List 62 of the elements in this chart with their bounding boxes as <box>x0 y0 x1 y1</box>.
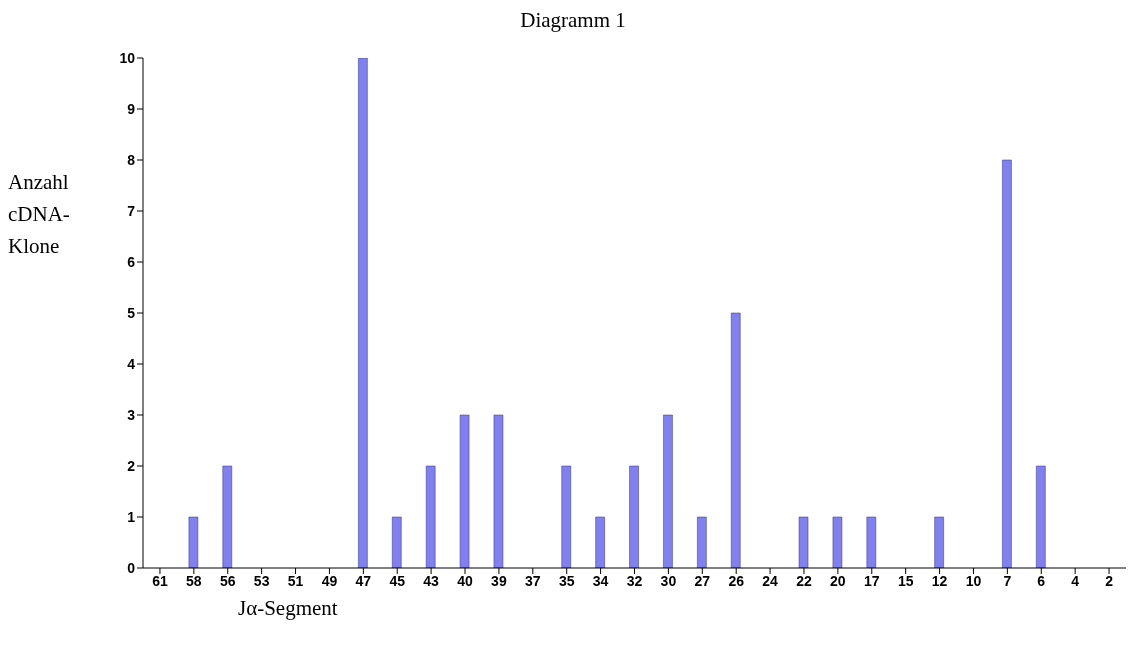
bar <box>595 516 605 568</box>
x-tick-label: 6 <box>1037 572 1046 589</box>
x-tick-label: 7 <box>1003 572 1012 589</box>
bar <box>561 465 572 568</box>
x-tick-label: 56 <box>219 572 236 589</box>
x-tick-label: 10 <box>965 572 982 589</box>
x-tick-label: 49 <box>321 572 338 589</box>
bar <box>1036 465 1046 568</box>
x-tick-label: 24 <box>762 572 779 589</box>
x-tick-label: 45 <box>389 572 406 589</box>
chart-title: Diagramm 1 <box>519 8 627 33</box>
x-tick-label: 27 <box>694 572 711 589</box>
x-tick-label: 47 <box>355 572 372 589</box>
x-tick-label: 12 <box>931 572 948 589</box>
y-tick-label: 9 <box>127 100 136 117</box>
y-tick-label: 0 <box>127 559 136 576</box>
y-tick-label: 7 <box>127 202 136 219</box>
x-tick-label: 53 <box>253 572 270 589</box>
bar <box>1002 159 1012 568</box>
x-tick-label: 26 <box>728 572 745 589</box>
x-tick-label: 34 <box>592 572 609 589</box>
x-tick-label: 43 <box>423 572 440 589</box>
bar <box>459 414 470 568</box>
x-tick-label: 61 <box>152 572 168 589</box>
bar <box>663 414 673 568</box>
y-tick-label: 4 <box>127 355 136 372</box>
x-tick-label: 20 <box>830 572 846 589</box>
x-tick-label: 17 <box>863 572 880 589</box>
bar <box>832 516 843 568</box>
x-tick-label: 51 <box>287 572 304 589</box>
bar <box>730 312 741 568</box>
x-tick-label: 40 <box>457 572 474 589</box>
x-tick-label: 2 <box>1105 572 1114 589</box>
bar <box>222 465 233 568</box>
bar <box>866 516 877 568</box>
x-tick-label: 4 <box>1071 572 1080 589</box>
bar <box>392 516 402 568</box>
bar <box>188 516 199 568</box>
bar <box>425 465 436 568</box>
x-axis-title: Jα-Segment <box>238 596 338 621</box>
y-tick-label: 2 <box>127 457 136 474</box>
y-tick-label: 3 <box>127 406 136 423</box>
y-tick-label: 5 <box>127 304 136 321</box>
x-tick-label: 37 <box>525 572 541 589</box>
bar <box>798 516 809 568</box>
bar <box>493 414 504 568</box>
x-tick-label: 32 <box>626 572 643 589</box>
y-tick-label: 1 <box>127 508 136 525</box>
bar <box>629 465 639 568</box>
x-tick-label: 15 <box>897 572 914 589</box>
bar <box>697 516 707 568</box>
x-tick-label: 35 <box>558 572 575 589</box>
y-tick-label: 6 <box>127 253 136 270</box>
bar <box>934 516 944 568</box>
x-tick-label: 22 <box>796 572 812 589</box>
bar <box>358 58 368 568</box>
y-axis-title: Anzahl cDNA-Klone <box>8 169 71 260</box>
x-tick-label: 30 <box>660 572 677 589</box>
x-tick-label: 58 <box>186 572 202 589</box>
y-tick-label: 8 <box>127 151 136 168</box>
y-tick-label: 10 <box>119 49 136 66</box>
x-tick-label: 39 <box>491 572 507 589</box>
